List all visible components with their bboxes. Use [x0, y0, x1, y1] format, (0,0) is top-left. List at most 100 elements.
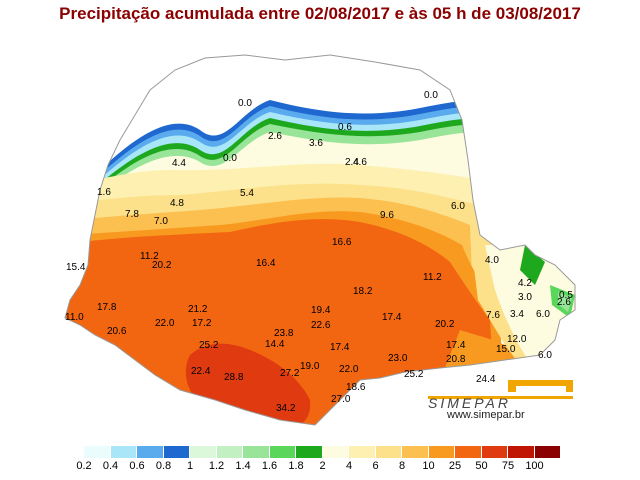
station-value: 20.8	[446, 354, 466, 365]
station-value: 14.4	[265, 339, 285, 350]
station-value: 4.8	[170, 198, 184, 209]
station-value: 7.0	[154, 216, 168, 227]
map-title: Precipitação acumulada entre 02/08/2017 …	[59, 4, 581, 23]
station-value: 3.6	[309, 138, 323, 149]
legend-swatch	[110, 446, 136, 458]
station-value: 22.0	[155, 318, 175, 329]
station-value: 16.4	[256, 258, 276, 269]
station-value: 4.2	[518, 278, 532, 289]
station-value: 6.0	[451, 201, 465, 212]
legend-label: 50	[475, 460, 488, 472]
station-value: 0.0	[424, 90, 438, 101]
logo-text: SIMEPAR	[428, 395, 511, 411]
logo-url: www.simepar.br	[447, 409, 525, 421]
legend-swatch	[243, 446, 269, 458]
legend-swatch	[402, 446, 428, 458]
station-value: 1.6	[97, 187, 111, 198]
station-value: 17.4	[382, 312, 402, 323]
station-value: 12.0	[507, 334, 527, 345]
legend-label: 1	[186, 460, 194, 472]
station-value: 6.0	[536, 309, 550, 320]
legend-swatch	[216, 446, 242, 458]
station-value: 7.8	[125, 209, 139, 220]
legend-swatch	[349, 446, 375, 458]
legend-swatch	[455, 446, 481, 458]
legend-label: 75	[501, 460, 515, 472]
station-value: 18.6	[346, 382, 366, 393]
station-value: 6.0	[538, 350, 552, 361]
station-value: 0.6	[338, 122, 352, 133]
station-value: 20.2	[435, 319, 455, 330]
legend-swatch	[322, 446, 348, 458]
legend-swatch	[269, 446, 295, 458]
station-value: 2.6	[557, 297, 571, 308]
station-value: 21.2	[188, 304, 208, 315]
legend-swatch	[84, 446, 110, 458]
legend-label: 6	[372, 460, 379, 472]
legend-label: 8	[398, 460, 406, 472]
station-value: 17.4	[446, 340, 466, 351]
legend-label: 1.6	[261, 460, 278, 472]
station-value: 19.0	[300, 361, 320, 372]
station-value: 3.4	[510, 309, 524, 320]
station-value: 15.4	[66, 262, 86, 273]
legend-label: 25	[448, 460, 462, 472]
station-value: 19.4	[311, 305, 331, 316]
station-value: 2.4	[345, 157, 359, 168]
station-value: 27.2	[280, 368, 300, 379]
station-value: 0.5	[559, 290, 573, 301]
legend-swatch	[534, 446, 560, 458]
legend-swatch	[190, 446, 216, 458]
station-value: 9.6	[380, 210, 394, 221]
legend-swatch	[375, 446, 401, 458]
station-value: 18.2	[353, 286, 373, 297]
station-value: 22.4	[191, 366, 211, 377]
station-value: 7.6	[486, 310, 500, 321]
station-value: 34.2	[276, 403, 296, 414]
station-value: 11.2	[423, 272, 442, 283]
station-value: 15.0	[496, 344, 516, 355]
station-value: 17.2	[192, 318, 212, 329]
station-value: 20.2	[152, 260, 172, 271]
legend-swatch	[137, 446, 163, 458]
station-value: 20.6	[107, 326, 127, 337]
station-value: 25.2	[199, 340, 219, 351]
station-value: 24.4	[476, 374, 496, 385]
legend-label: 0.4	[102, 460, 119, 472]
station-value: 0.0	[238, 98, 252, 109]
legend-label: 10	[422, 460, 435, 472]
station-value: 17.4	[330, 342, 350, 353]
legend-swatch	[508, 446, 534, 458]
station-value: 11.0	[65, 312, 84, 323]
station-value: 23.0	[388, 353, 408, 364]
station-value: 4.6	[353, 157, 367, 168]
station-value: 22.6	[311, 320, 331, 331]
station-value: 16.6	[332, 237, 352, 248]
legend-label: 2	[319, 460, 326, 472]
legend-swatch	[481, 446, 507, 458]
legend-label: 100	[525, 460, 544, 472]
legend-label: 1.2	[208, 460, 225, 472]
station-value: 27.0	[331, 394, 351, 405]
station-value: 4.4	[172, 158, 186, 169]
value-labels: 0.0 0.0 2.6 0.6 3.6 4.4 0.0 2.44.6 1.6 4.8 5.4 6.0 7…	[65, 90, 573, 414]
legend-label: 0.2	[76, 460, 92, 472]
legend-swatch	[296, 446, 322, 458]
legend-label: 0.6	[129, 460, 145, 472]
station-value: 25.2	[404, 369, 424, 380]
simepar-logo	[428, 380, 573, 399]
station-value: 22.0	[339, 364, 359, 375]
legend-label: 4	[345, 460, 353, 472]
station-value: 28.8	[224, 372, 244, 383]
station-value: 3.0	[518, 292, 532, 303]
station-value: 11.2	[140, 251, 159, 262]
legend-label: 0.8	[155, 460, 172, 472]
legend-label: 1.8	[288, 460, 304, 472]
station-value: 4.0	[485, 255, 499, 266]
station-value: 5.4	[240, 188, 254, 199]
station-value: 23.8	[274, 328, 294, 339]
legend-swatch	[428, 446, 454, 458]
station-value: 2.6	[268, 131, 282, 142]
legend-label: 1.4	[235, 460, 251, 472]
